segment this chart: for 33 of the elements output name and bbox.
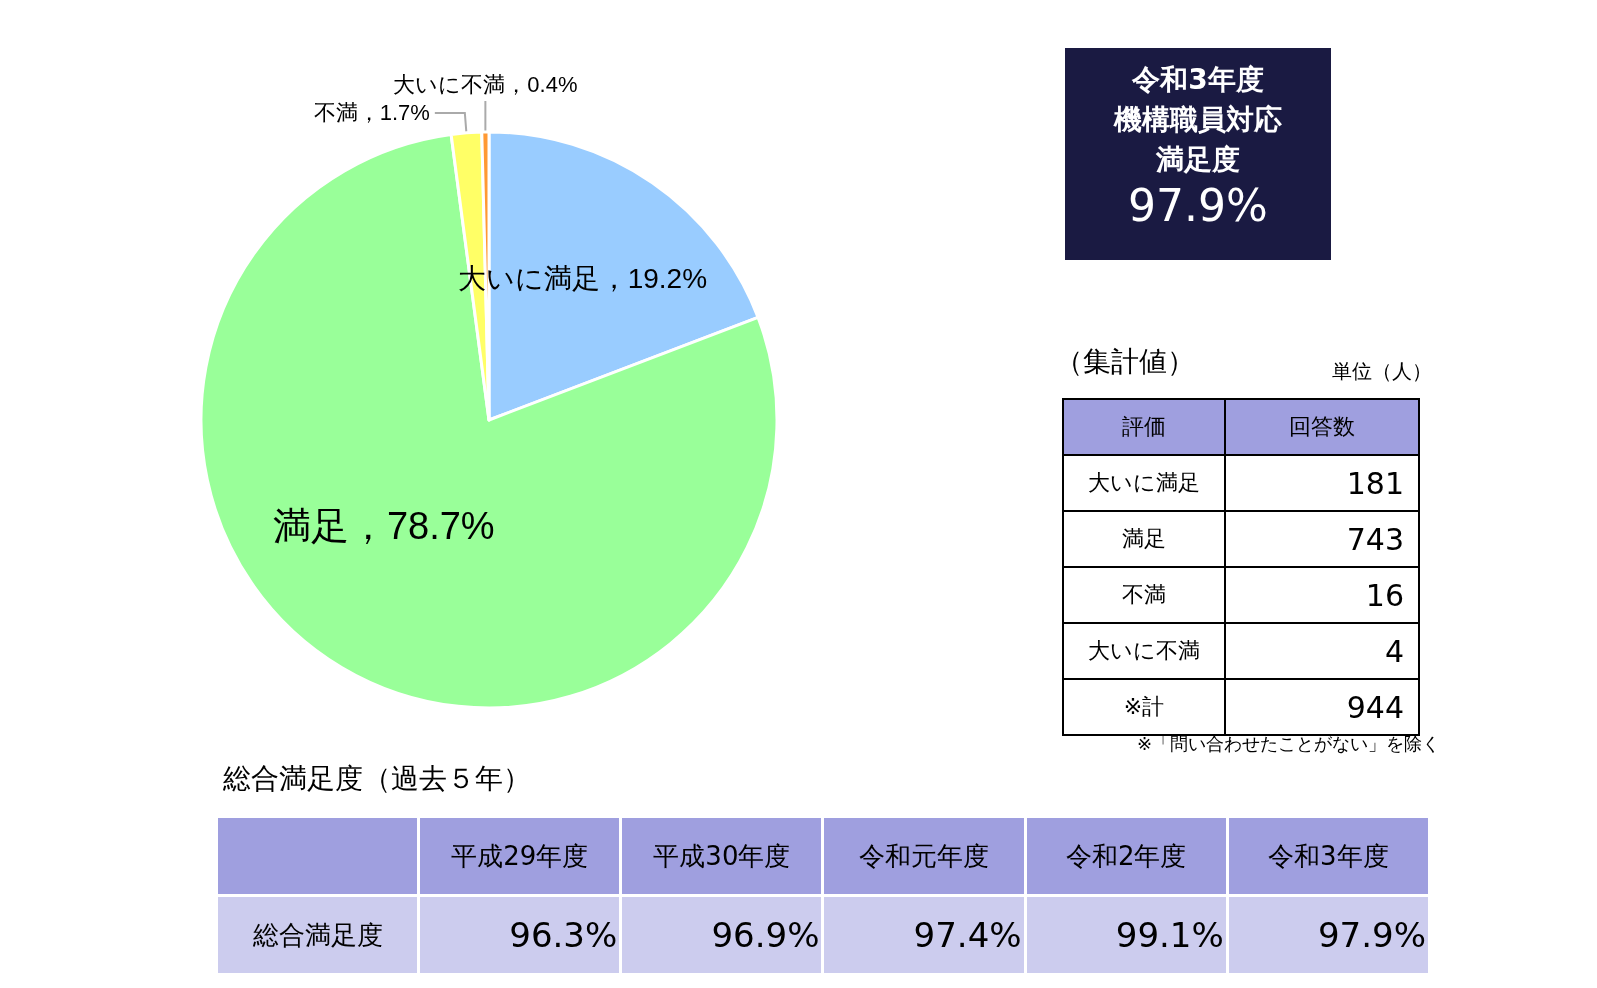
category-label: 平成29年度 bbox=[418, 816, 621, 896]
text: 総合満足度 bbox=[216, 895, 419, 975]
data-label: 96.3% bbox=[418, 895, 621, 975]
slice-label: 大いに不満，0.4% bbox=[393, 71, 578, 97]
data-label: 99.1% bbox=[1025, 895, 1228, 975]
category-label: 令和元年度 bbox=[822, 816, 1026, 896]
category-label: 不満 bbox=[1063, 567, 1225, 623]
category-label: 大いに満足 bbox=[1063, 455, 1225, 511]
data-label: 96.9% bbox=[620, 895, 823, 975]
category-label: 大いに不満 bbox=[1063, 623, 1225, 679]
slice-label: 不満，1.7% bbox=[313, 100, 430, 126]
text: 回答数 bbox=[1225, 399, 1419, 455]
text: 機構職員対応満足度 bbox=[1112, 102, 1283, 178]
text: 97.9% bbox=[1127, 180, 1269, 232]
category-label: 令和2年度 bbox=[1025, 816, 1228, 896]
data-label: 181 bbox=[1225, 455, 1419, 511]
category-label: ※計 bbox=[1123, 694, 1165, 719]
text: 単位（人） bbox=[1332, 358, 1432, 385]
data-label: 16 bbox=[1225, 567, 1419, 623]
data-label: 743 bbox=[1225, 511, 1419, 567]
slice-label: 大いに満足，19.2% bbox=[457, 263, 708, 295]
text: 評価 bbox=[1063, 399, 1225, 455]
data-label: 97.4% bbox=[822, 895, 1026, 975]
data-label: 97.9% bbox=[1227, 895, 1430, 975]
text: 令和3年度 bbox=[1131, 62, 1265, 98]
text: 総合満足度（過去５年） bbox=[223, 761, 531, 797]
data-label: 4 bbox=[1225, 623, 1419, 679]
slice-label: 満足，78.7% bbox=[272, 505, 495, 548]
text: （集計値） bbox=[1055, 344, 1195, 380]
category-label: 令和3年度 bbox=[1227, 816, 1430, 896]
category-label: 平成30年度 bbox=[620, 816, 823, 896]
data-label: 944 bbox=[1346, 689, 1404, 725]
category-label: 満足 bbox=[1063, 511, 1225, 567]
